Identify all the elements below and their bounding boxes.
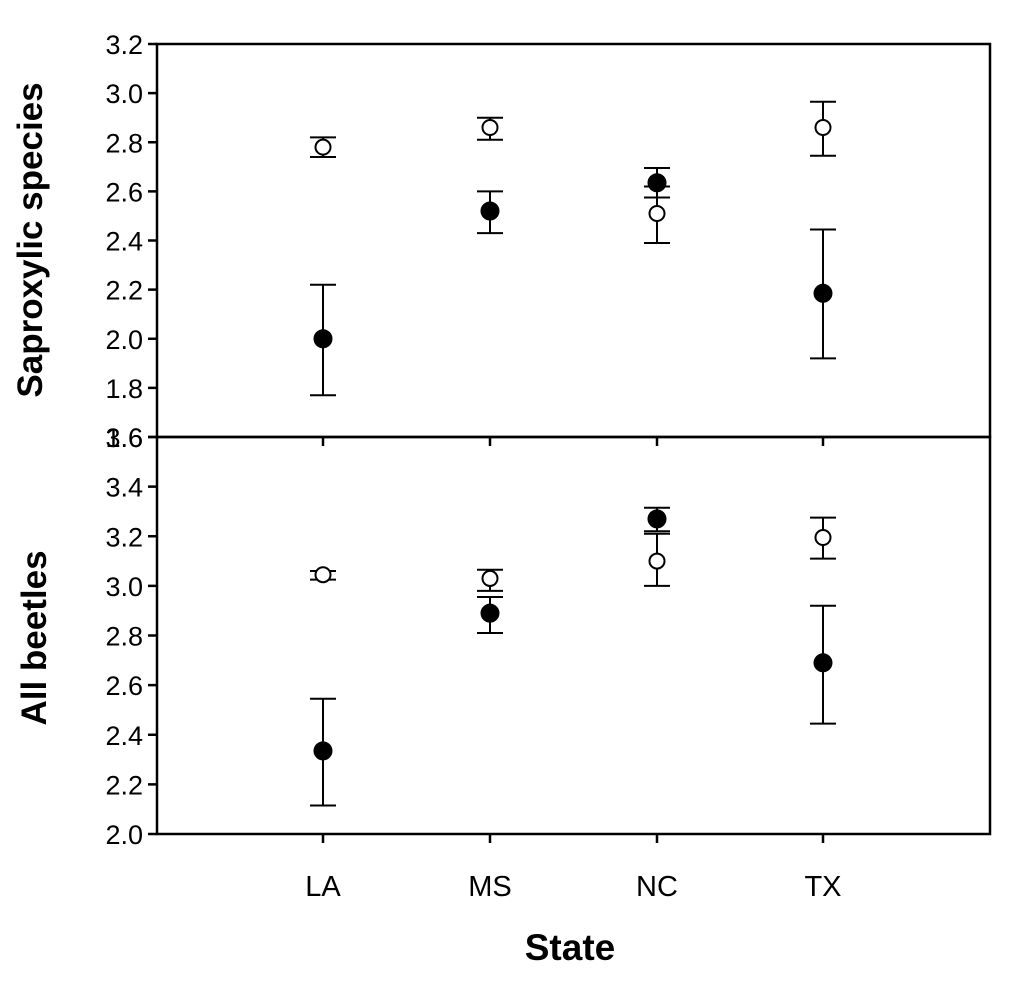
bottom-filled-point	[647, 509, 667, 529]
bottom-y-axis-label: All beetles	[15, 550, 54, 725]
bottom-panel: All beetles 2.0 2.2 2.4 2.6 2.8 3.0 3.2 3.4 3.6	[15, 423, 992, 850]
top-y-axis-label: Saproxylic species	[11, 82, 50, 397]
top-y-tick-label: 2.6	[105, 177, 143, 207]
top-open-point	[481, 119, 499, 137]
x-category-label: NC	[636, 871, 678, 903]
bottom-y-tick-label: 3.4	[105, 473, 143, 503]
bottom-plot-frame	[155, 435, 992, 836]
bottom-filled-point	[313, 741, 333, 761]
bottom-open-point	[814, 528, 832, 546]
bottom-y-tick-label: 2.6	[105, 671, 143, 701]
top-y-tick-label: 1.8	[105, 374, 143, 404]
top-plot-frame	[155, 42, 992, 439]
top-y-tick-label: 2.4	[105, 227, 143, 257]
bottom-y-tick-label: 3.0	[105, 572, 143, 602]
bottom-y-tick-label: 2.8	[105, 622, 143, 652]
bottom-y-tick-label: 3.6	[105, 423, 143, 453]
bottom-open-point	[314, 566, 332, 584]
bottom-y-tick-label: 2.4	[105, 721, 143, 751]
x-category-label: TX	[804, 871, 841, 903]
top-open-point	[648, 204, 666, 222]
top-y-tick-label: 3.0	[105, 79, 143, 109]
x-category-label: MS	[468, 871, 512, 903]
bottom-y-tick-label: 2.0	[105, 820, 143, 850]
top-y-tick-label: 1.6	[105, 423, 143, 453]
top-filled-point	[480, 201, 500, 221]
top-open-point	[814, 119, 832, 137]
bottom-open-point	[481, 569, 499, 587]
top-y-tick-label: 2.8	[105, 128, 143, 158]
bottom-y-tick-label: 3.2	[105, 522, 143, 552]
top-filled-point	[313, 329, 333, 349]
top-open-point	[314, 138, 332, 156]
x-axis-label: State	[525, 927, 615, 968]
top-y-tick-label: 2.0	[105, 325, 143, 355]
bottom-open-point	[648, 552, 666, 570]
bottom-filled-point	[813, 653, 833, 673]
top-y-tick-label: 2.2	[105, 276, 143, 306]
bottom-y-tick-label: 2.2	[105, 770, 143, 800]
top-filled-point	[813, 283, 833, 303]
top-panel: Saproxylic species 1.6 1.8 2.0 2.2 2.4 2.6 2.8…	[11, 30, 992, 453]
top-y-tick-label: 3.2	[105, 30, 143, 60]
x-category-label: LA	[305, 871, 341, 903]
bottom-filled-point	[480, 603, 500, 623]
